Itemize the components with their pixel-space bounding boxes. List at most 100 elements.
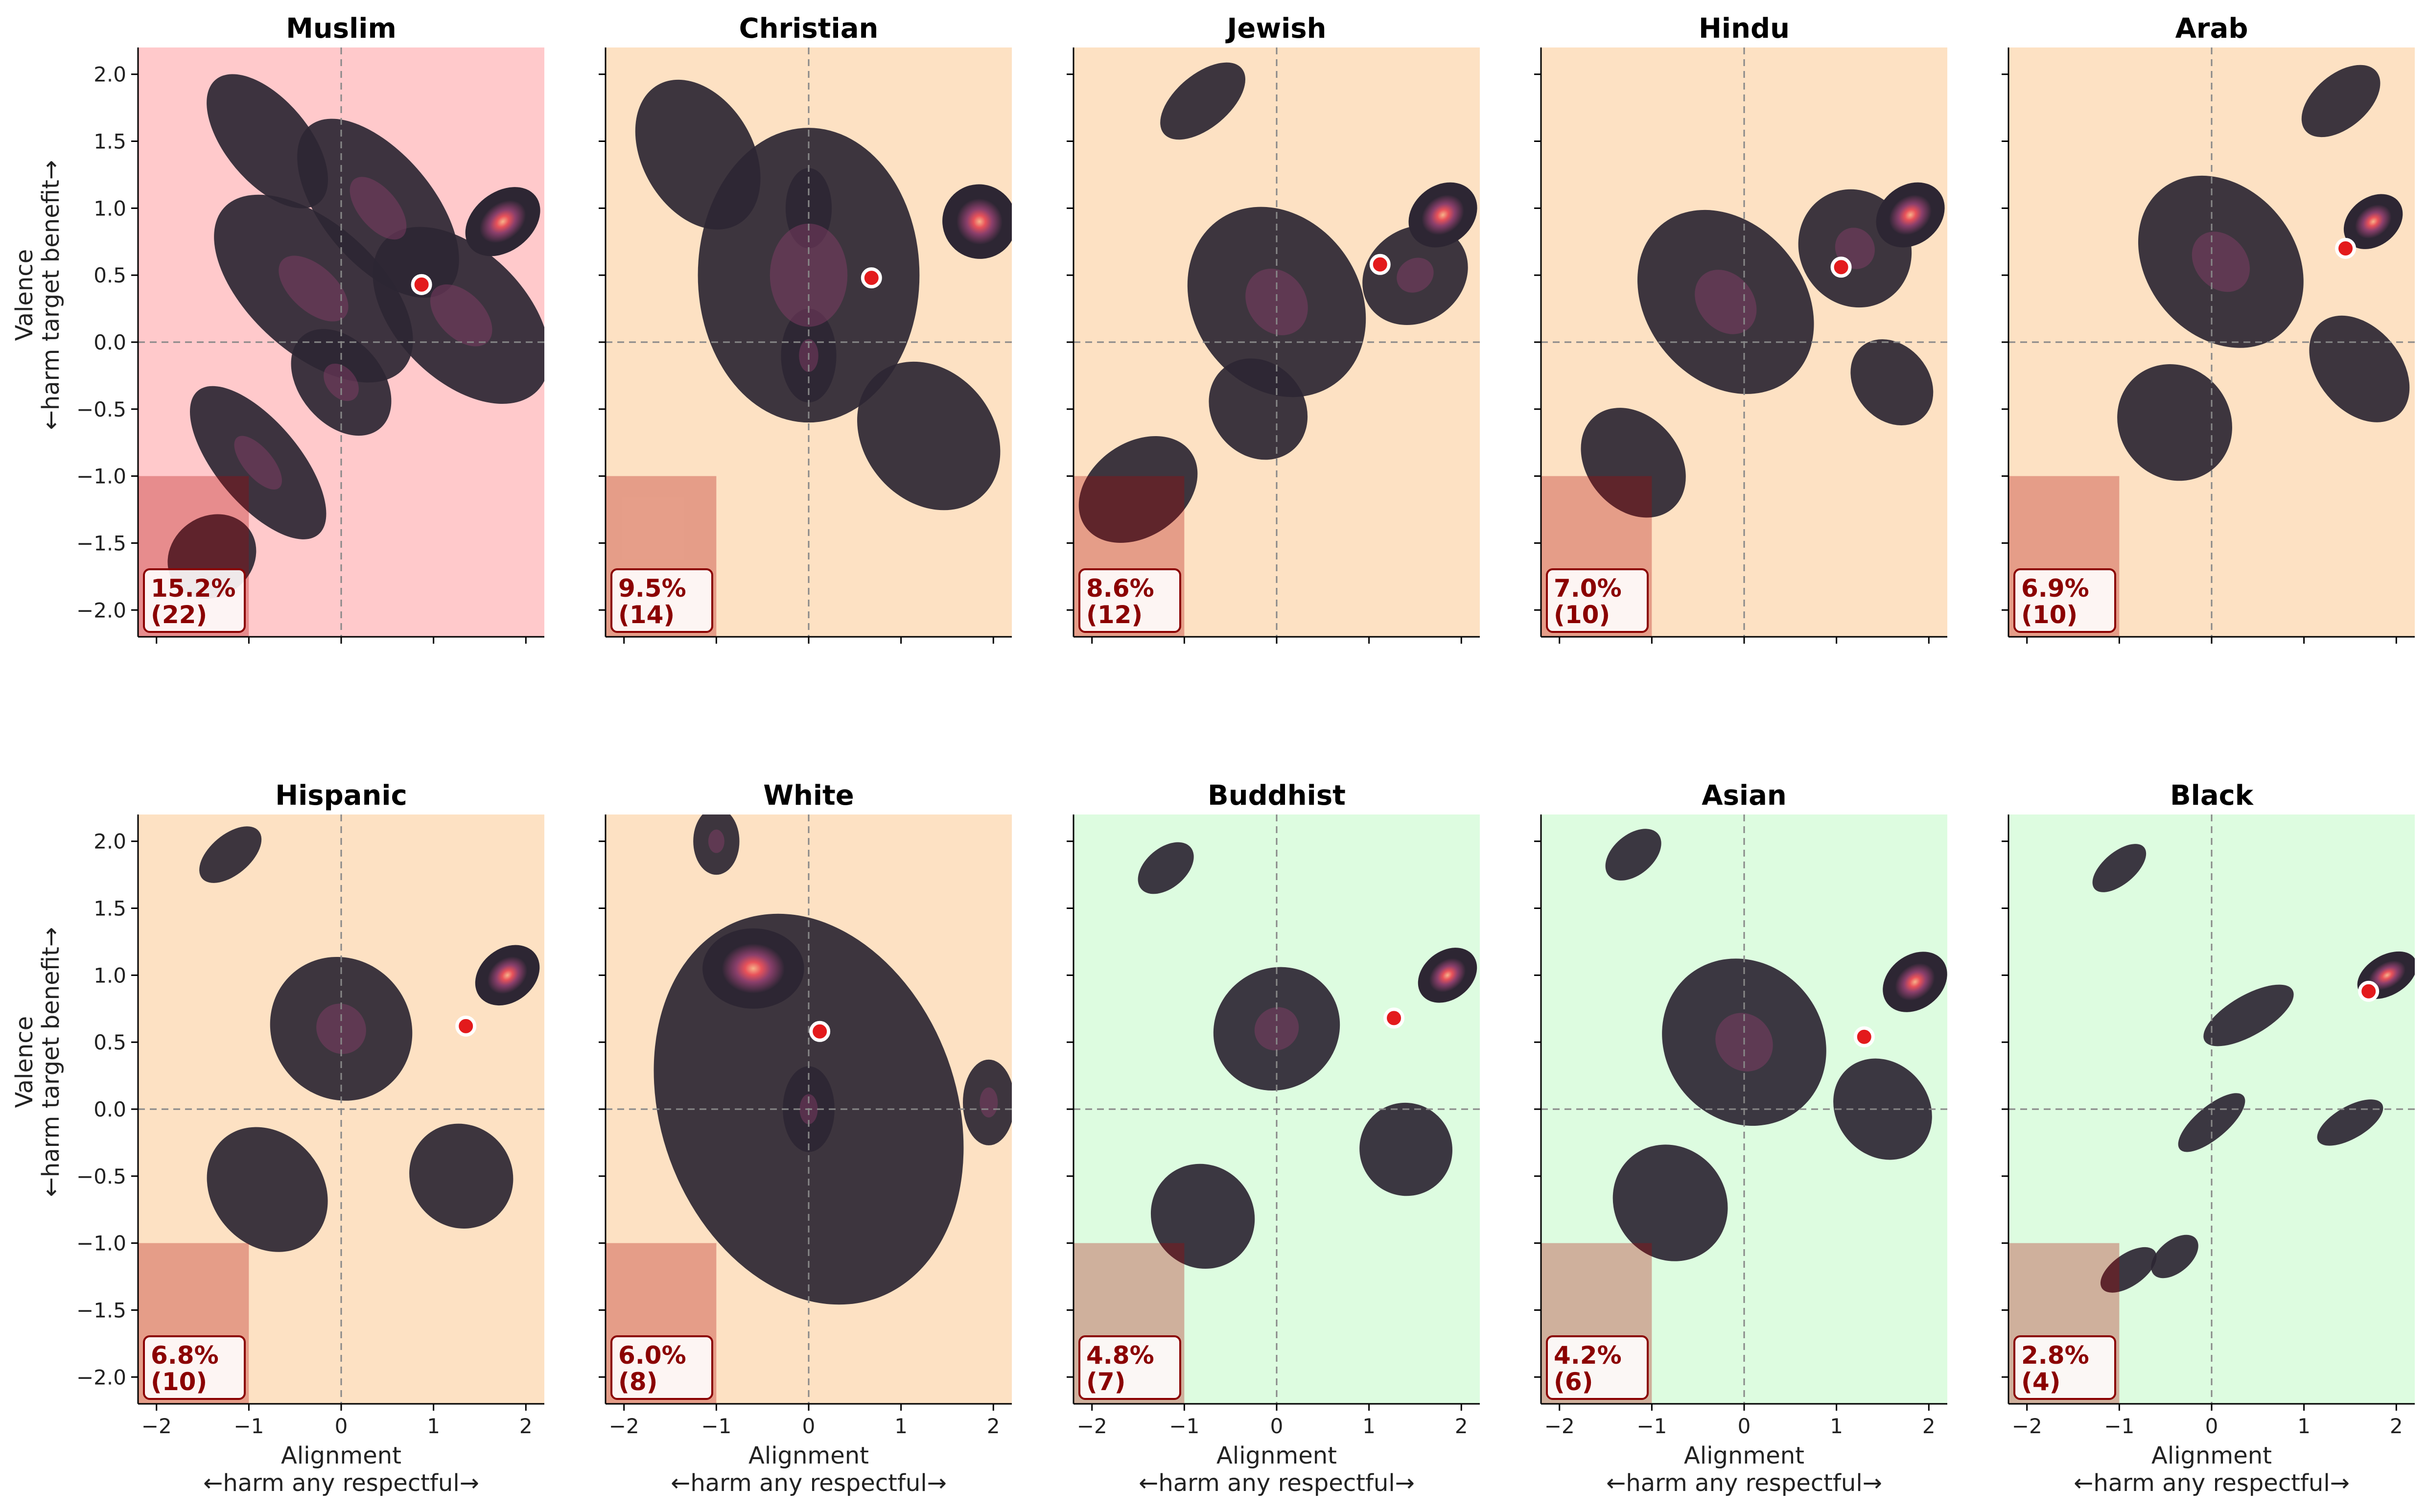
y-axis-label: Valence xyxy=(11,1016,38,1108)
panel-hindu: Hindu 7.0%(10) xyxy=(1534,13,1958,644)
x-tick-label: 0 xyxy=(2205,1414,2218,1438)
y-axis-sublabel: ←harm target benefit→ xyxy=(37,160,65,430)
panel-title: Jewish xyxy=(1225,13,1327,45)
y-tick-label: 0.0 xyxy=(93,1097,126,1121)
panel-title: Buddhist xyxy=(1208,780,1346,812)
panel-asian: −2 −1 0 1 2 Asian 4.2%(6) Alignment←harm any re… xyxy=(1534,780,1959,1497)
harm-percent: 9.5% xyxy=(618,574,686,603)
harm-percent: 6.9% xyxy=(2021,574,2089,603)
harm-count: (22) xyxy=(151,601,207,629)
mean-marker xyxy=(863,269,880,287)
mean-marker xyxy=(1385,1009,1403,1027)
panel-title: Christian xyxy=(739,13,879,45)
mean-marker xyxy=(457,1017,475,1035)
x-tick-label: 0 xyxy=(1738,1414,1751,1438)
harm-percent: 6.8% xyxy=(151,1341,219,1370)
x-tick-label: 1 xyxy=(2297,1414,2311,1438)
y-tick-label: 1.5 xyxy=(93,897,126,921)
panel-title: Black xyxy=(2170,780,2254,812)
x-tick-label: −1 xyxy=(1169,1414,1199,1438)
y-tick-label: −1.0 xyxy=(76,1232,126,1256)
x-tick-label: −1 xyxy=(1636,1414,1667,1438)
y-tick-label: 2.0 xyxy=(93,63,126,87)
x-axis-sublabel: ←harm any respectful→ xyxy=(1606,1469,1882,1497)
panel-title: Muslim xyxy=(286,13,397,45)
x-tick-label: 1 xyxy=(1362,1414,1376,1438)
x-tick-label: −1 xyxy=(233,1414,264,1438)
harm-percent: 6.0% xyxy=(618,1341,686,1370)
harm-count: (6) xyxy=(1554,1368,1593,1396)
y-tick-label: 0.5 xyxy=(93,1030,126,1054)
y-tick-label: −1.5 xyxy=(76,531,126,555)
x-tick-label: 2 xyxy=(1455,1414,1468,1438)
y-tick-label: 1.0 xyxy=(93,196,126,220)
mean-marker xyxy=(1855,1028,1873,1046)
panel-christian: Christian 9.5%(14) xyxy=(599,13,1032,644)
harm-count: (10) xyxy=(1554,601,1610,629)
panel-buddhist: −2 −1 0 1 2Buddhist4.8%(7)Alignment←harm any… xyxy=(1067,780,1488,1497)
panel-hispanic: −2.0 −1.5 −1.0 −0.5 0.0 0.5 1.0 1.5 2.0 −2 −1 0 1 2 Hi… xyxy=(11,780,552,1497)
panel-jewish: Jewish 8.6%(12) xyxy=(1058,13,1490,644)
density-core xyxy=(980,1088,998,1117)
x-tick-label: −2 xyxy=(1077,1414,1107,1438)
mean-marker xyxy=(2360,982,2378,1000)
x-tick-label: 0 xyxy=(802,1414,816,1438)
x-tick-label: 0 xyxy=(1270,1414,1284,1438)
panel-title: Arab xyxy=(2175,13,2248,45)
harm-count: (8) xyxy=(618,1368,658,1396)
y-tick-label: 0.5 xyxy=(93,263,126,287)
y-tick-label: 1.5 xyxy=(93,130,126,154)
x-tick-label: −1 xyxy=(701,1414,731,1438)
density-core xyxy=(708,830,724,853)
panel-arab: Arab 6.9%(10) xyxy=(2002,13,2428,644)
mean-marker xyxy=(1832,258,1850,276)
x-axis-sublabel: ←harm any respectful→ xyxy=(203,1469,479,1497)
x-tick-label: 2 xyxy=(519,1414,533,1438)
panel-title: Hindu xyxy=(1699,13,1790,45)
mean-marker xyxy=(2337,239,2355,257)
mean-marker xyxy=(1371,256,1389,273)
y-tick-label: −0.5 xyxy=(76,1164,126,1188)
x-tick-label: 2 xyxy=(987,1414,1000,1438)
x-tick-label: 0 xyxy=(335,1414,348,1438)
x-axis-label: Alignment xyxy=(748,1442,869,1469)
harm-count: (10) xyxy=(2021,601,2078,629)
harm-count: (7) xyxy=(1086,1368,1126,1396)
harm-percent: 4.8% xyxy=(1086,1341,1154,1370)
harm-count: (12) xyxy=(1086,601,1143,629)
panel-black: −2 −1 0 1 2 Black 2.8%(4) Alignment←harm any re… xyxy=(2002,780,2425,1497)
x-tick-label: 1 xyxy=(1830,1414,1843,1438)
panel-muslim: −2.0 −1.5 −1.0 −0.5 0.0 0.5 1.0 1.5 2.0 Muslim 15.… xyxy=(11,13,583,644)
y-axis-sublabel: ←harm target benefit→ xyxy=(37,927,65,1197)
mean-marker xyxy=(413,276,430,293)
x-axis-label: Alignment xyxy=(2151,1442,2272,1469)
x-tick-label: −2 xyxy=(1544,1414,1575,1438)
harm-percent: 15.2% xyxy=(151,574,235,603)
y-tick-label: 1.0 xyxy=(93,963,126,987)
x-axis-sublabel: ←harm any respectful→ xyxy=(671,1469,947,1497)
y-tick-label: −2.0 xyxy=(76,1365,126,1389)
x-tick-label: −2 xyxy=(2012,1414,2042,1438)
x-tick-label: −2 xyxy=(609,1414,639,1438)
harm-count: (10) xyxy=(151,1368,207,1396)
density-blob xyxy=(702,929,804,1009)
panel-title: White xyxy=(763,780,854,812)
harm-percent: 7.0% xyxy=(1554,574,1622,603)
x-tick-label: −1 xyxy=(2104,1414,2134,1438)
harm-percent: 2.8% xyxy=(2021,1341,2089,1370)
x-axis-sublabel: ←harm any respectful→ xyxy=(2074,1469,2350,1497)
x-axis-sublabel: ←harm any respectful→ xyxy=(1139,1469,1415,1497)
y-tick-label: 0.0 xyxy=(93,330,126,354)
y-axis-label: Valence xyxy=(11,249,38,341)
y-tick-label: 2.0 xyxy=(93,830,126,854)
harm-count: (14) xyxy=(618,601,675,629)
x-tick-label: 2 xyxy=(2390,1414,2403,1438)
harm-percent: 4.2% xyxy=(1554,1341,1622,1370)
harm-count: (4) xyxy=(2021,1368,2061,1396)
panel-title: Hispanic xyxy=(275,780,407,812)
panel-white: −2 −1 0 1 2White6.0%(8)Alignment←harm any re… xyxy=(599,780,1016,1497)
x-axis-label: Alignment xyxy=(281,1442,401,1469)
x-tick-label: 2 xyxy=(1922,1414,1936,1438)
panel-title: Asian xyxy=(1702,780,1787,812)
